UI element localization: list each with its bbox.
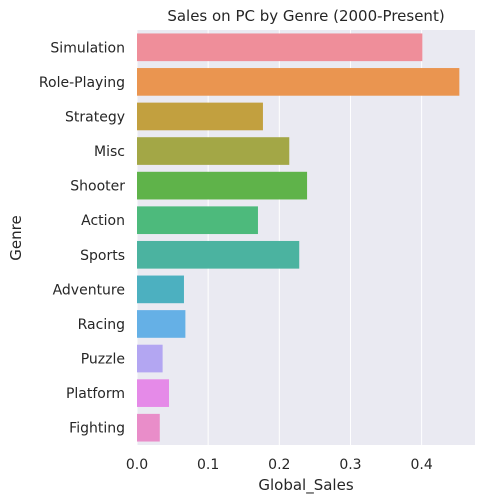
- y-tick-label: Shooter: [70, 179, 125, 195]
- y-tick-label: Role-Playing: [39, 75, 125, 91]
- x-tick-label: 0.2: [268, 457, 290, 473]
- bar: [137, 68, 460, 96]
- bar: [137, 413, 160, 442]
- bar: [137, 33, 423, 62]
- bar: [137, 102, 263, 131]
- y-tick-label: Adventure: [53, 282, 125, 298]
- x-tick-label: 0.1: [197, 457, 219, 473]
- y-tick-label: Strategy: [65, 109, 125, 125]
- plot-area: [137, 30, 475, 445]
- bar: [137, 344, 163, 373]
- y-tick-labels: Simulation Role-Playing Strategy Misc Shoote…: [39, 40, 125, 436]
- x-tick-label: 0.0: [126, 457, 148, 473]
- bar: [137, 137, 290, 165]
- bar: [137, 310, 186, 338]
- bars: [137, 33, 460, 442]
- bar: [137, 379, 170, 407]
- y-tick-label: Fighting: [69, 421, 125, 437]
- bar: [137, 240, 300, 269]
- x-axis-label: Global_Sales: [258, 476, 353, 495]
- y-tick-label: Simulation: [50, 40, 125, 56]
- y-axis-label: Genre: [7, 215, 25, 260]
- y-tick-label: Platform: [66, 386, 125, 402]
- bar: [137, 275, 184, 304]
- y-tick-label: Action: [81, 213, 125, 229]
- y-tick-label: Puzzle: [81, 352, 125, 368]
- bar: [137, 206, 258, 235]
- x-tick-label: 0.3: [339, 457, 361, 473]
- bar: [137, 171, 308, 200]
- y-tick-label: Misc: [94, 144, 125, 160]
- gridlines: [136, 30, 423, 445]
- y-tick-label: Racing: [78, 317, 125, 333]
- x-tick-labels: 0.0 0.1 0.2 0.3 0.4: [126, 457, 433, 473]
- chart-title: Sales on PC by Genre (2000-Present): [167, 7, 444, 25]
- y-tick-label: Sports: [80, 248, 125, 264]
- x-tick-label: 0.4: [410, 457, 432, 473]
